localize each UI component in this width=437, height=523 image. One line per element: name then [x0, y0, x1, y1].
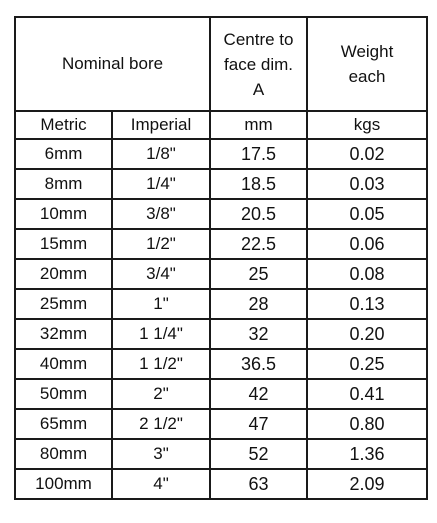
kgs-subheader: kgs [306, 110, 429, 140]
table-row: 80mm 3" 52 1.36 [14, 438, 429, 470]
metric-cell: 50mm [14, 378, 113, 410]
metric-cell: 10mm [14, 198, 113, 230]
metric-cell: 100mm [14, 468, 113, 500]
centre-to-face-cell: 42 [209, 378, 309, 410]
imperial-cell: 1/4" [110, 168, 212, 200]
fitting-dimensions-table: Nominal bore Centre to face dim. A Weigh… [13, 16, 429, 500]
imperial-cell: 1 1/2" [110, 348, 212, 380]
weight-cell: 0.41 [306, 378, 429, 410]
weight-each-header: Weight each [306, 16, 429, 112]
table-row: 20mm 3/4" 25 0.08 [14, 258, 429, 290]
imperial-cell: 3" [110, 438, 212, 470]
weight-cell: 0.25 [306, 348, 429, 380]
centre-to-face-line-3: A [252, 79, 265, 99]
imperial-cell: 1" [110, 288, 212, 320]
nominal-bore-header: Nominal bore [13, 16, 212, 112]
table-row: 40mm 1 1/2" 36.5 0.25 [14, 348, 429, 380]
centre-to-face-cell: 52 [209, 438, 309, 470]
weight-cell: 1.36 [306, 438, 429, 470]
centre-to-face-header: Centre to face dim. A [209, 16, 309, 112]
imperial-cell: 2" [110, 378, 212, 410]
table-row: 65mm 2 1/2" 47 0.80 [14, 408, 429, 440]
subheader-row: Metric Imperial mm kgs [14, 110, 429, 140]
metric-cell: 20mm [14, 258, 113, 290]
centre-to-face-cell: 47 [209, 408, 309, 440]
weight-cell: 0.08 [306, 258, 429, 290]
centre-to-face-cell: 28 [209, 288, 309, 320]
imperial-subheader: Imperial [110, 110, 212, 140]
imperial-cell: 4" [110, 468, 212, 500]
metric-subheader: Metric [14, 110, 113, 140]
mm-subheader: mm [209, 110, 309, 140]
imperial-cell: 1/8" [110, 138, 212, 170]
imperial-cell: 2 1/2" [110, 408, 212, 440]
metric-cell: 25mm [14, 288, 113, 320]
metric-cell: 40mm [14, 348, 113, 380]
metric-cell: 32mm [14, 318, 113, 350]
centre-to-face-line-1: Centre to [223, 29, 294, 49]
centre-to-face-cell: 18.5 [209, 168, 309, 200]
centre-to-face-cell: 36.5 [209, 348, 309, 380]
centre-to-face-cell: 22.5 [209, 228, 309, 260]
table-row: 6mm 1/8" 17.5 0.02 [14, 138, 429, 170]
metric-cell: 6mm [14, 138, 113, 170]
weight-each-line-2: each [348, 67, 386, 86]
imperial-cell: 1 1/4" [110, 318, 212, 350]
table-row: 100mm 4" 63 2.09 [14, 468, 429, 500]
weight-cell: 0.20 [306, 318, 429, 350]
fitting-dimensions-table-container: Nominal bore Centre to face dim. A Weigh… [13, 16, 429, 500]
centre-to-face-cell: 17.5 [209, 138, 309, 170]
centre-to-face-cell: 63 [209, 468, 309, 500]
imperial-cell: 1/2" [110, 228, 212, 260]
metric-cell: 8mm [14, 168, 113, 200]
metric-cell: 65mm [14, 408, 113, 440]
centre-to-face-cell: 25 [209, 258, 309, 290]
weight-cell: 0.06 [306, 228, 429, 260]
table-row: 32mm 1 1/4" 32 0.20 [14, 318, 429, 350]
imperial-cell: 3/4" [110, 258, 212, 290]
table-row: 8mm 1/4" 18.5 0.03 [14, 168, 429, 200]
weight-cell: 0.80 [306, 408, 429, 440]
table-row: 25mm 1" 28 0.13 [14, 288, 429, 320]
table-row: 10mm 3/8" 20.5 0.05 [14, 198, 429, 230]
weight-cell: 2.09 [306, 468, 429, 500]
table-row: 15mm 1/2" 22.5 0.06 [14, 228, 429, 260]
weight-cell: 0.02 [306, 138, 429, 170]
table-row: 50mm 2" 42 0.41 [14, 378, 429, 410]
centre-to-face-cell: 32 [209, 318, 309, 350]
centre-to-face-cell: 20.5 [209, 198, 309, 230]
header-row: Nominal bore Centre to face dim. A Weigh… [13, 16, 429, 112]
metric-cell: 15mm [14, 228, 113, 260]
weight-cell: 0.13 [306, 288, 429, 320]
metric-cell: 80mm [14, 438, 113, 470]
centre-to-face-line-2: face dim. [224, 54, 293, 74]
weight-each-line-1: Weight [340, 42, 394, 61]
weight-cell: 0.03 [306, 168, 429, 200]
imperial-cell: 3/8" [110, 198, 212, 230]
weight-cell: 0.05 [306, 198, 429, 230]
